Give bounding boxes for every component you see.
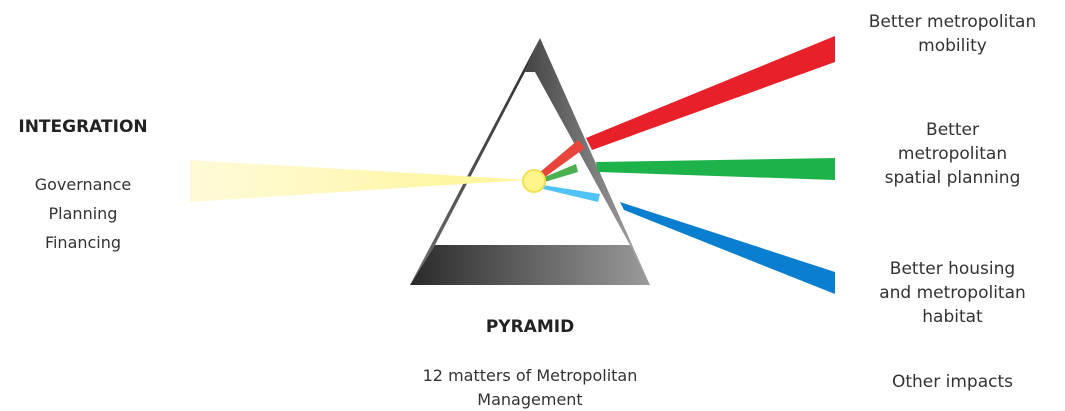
input-title: INTEGRATION (0, 115, 166, 139)
center-line: Management (380, 388, 680, 411)
beam-spatial (596, 158, 835, 180)
output-line: Better (840, 118, 1065, 142)
focal-point (523, 170, 545, 192)
prism-bottom-face (410, 245, 650, 285)
output-line: and metropolitan (840, 281, 1065, 305)
beam-housing (620, 202, 835, 294)
output-line: Better metropolitan (840, 10, 1065, 34)
input-item: Planning (0, 199, 166, 228)
input-item: Governance (0, 170, 166, 199)
output-line: Better housing (840, 257, 1065, 281)
input-item: Financing (0, 228, 166, 257)
page: INTEGRATION GovernancePlanningFinancing … (0, 0, 1065, 411)
output-line: habitat (840, 305, 1065, 329)
center-line: 12 matters of Metropolitan (380, 364, 680, 388)
output-line: mobility (840, 34, 1065, 58)
input-beam (190, 160, 462, 202)
output-line: metropolitan (840, 142, 1065, 166)
output-text: Other impacts (840, 370, 1065, 394)
beam-mobility (586, 36, 835, 150)
output-line: spatial planning (840, 166, 1065, 190)
output-line: Other impacts (840, 370, 1065, 394)
center-title: PYRAMID (430, 315, 630, 339)
inner-blue (535, 184, 600, 202)
inner-beam (462, 176, 530, 184)
